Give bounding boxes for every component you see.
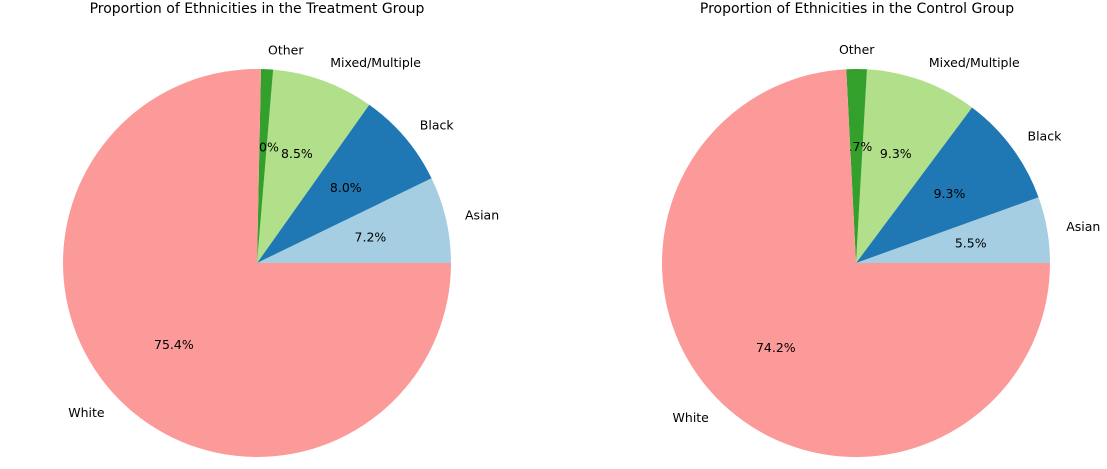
slice-percent-mixed-multiple: 8.5% <box>281 146 313 161</box>
pie-slice-black <box>257 104 432 264</box>
pie-slice-black <box>856 107 1039 263</box>
slice-percent-white: 74.2% <box>756 340 796 355</box>
slice-label-black: Black <box>1028 128 1063 143</box>
slice-label-black: Black <box>420 118 455 133</box>
slice-percent-mixed-multiple: 9.3% <box>880 146 912 161</box>
slice-label-mixed-multiple: Mixed/Multiple <box>929 55 1020 70</box>
chart-title-control: Proportion of Ethnicities in the Control… <box>699 1 1015 17</box>
slice-percent-black: 9.3% <box>934 186 966 201</box>
slice-label-mixed-multiple: Mixed/Multiple <box>330 55 421 70</box>
pie-chart-control: Asian 5.5% Black 9.3% Mixed/Multiple 9.3% Othe… <box>662 42 1100 458</box>
pie-slice-white <box>662 69 1050 458</box>
pie-slice-other <box>257 69 274 263</box>
pie-slice-white <box>62 68 451 457</box>
slice-percent-asian: 5.5% <box>955 236 987 251</box>
slice-label-asian: Asian <box>465 208 499 223</box>
slice-percent-black: 8.0% <box>330 180 362 195</box>
pie-slice-mixed-multiple <box>257 69 370 263</box>
slice-percent-white: 75.4% <box>154 337 194 352</box>
slice-label-other: Other <box>839 42 875 57</box>
slice-label-white: White <box>68 405 105 420</box>
pie-slice-mixed-multiple <box>856 69 972 263</box>
pie-chart-treatment: Asian 7.2% Black 8.0% Mixed/Multiple 8.5% Othe… <box>62 42 499 457</box>
pie-slice-asian <box>856 197 1050 263</box>
slice-label-asian: Asian <box>1066 219 1100 234</box>
pie-slice-asian <box>257 178 451 263</box>
slice-label-white: White <box>673 410 710 425</box>
chart-title-treatment: Proportion of Ethnicities in the Treatme… <box>89 1 425 17</box>
slice-percent-asian: 7.2% <box>355 229 387 244</box>
pie-slice-other <box>846 69 867 263</box>
slice-label-other: Other <box>268 42 304 57</box>
